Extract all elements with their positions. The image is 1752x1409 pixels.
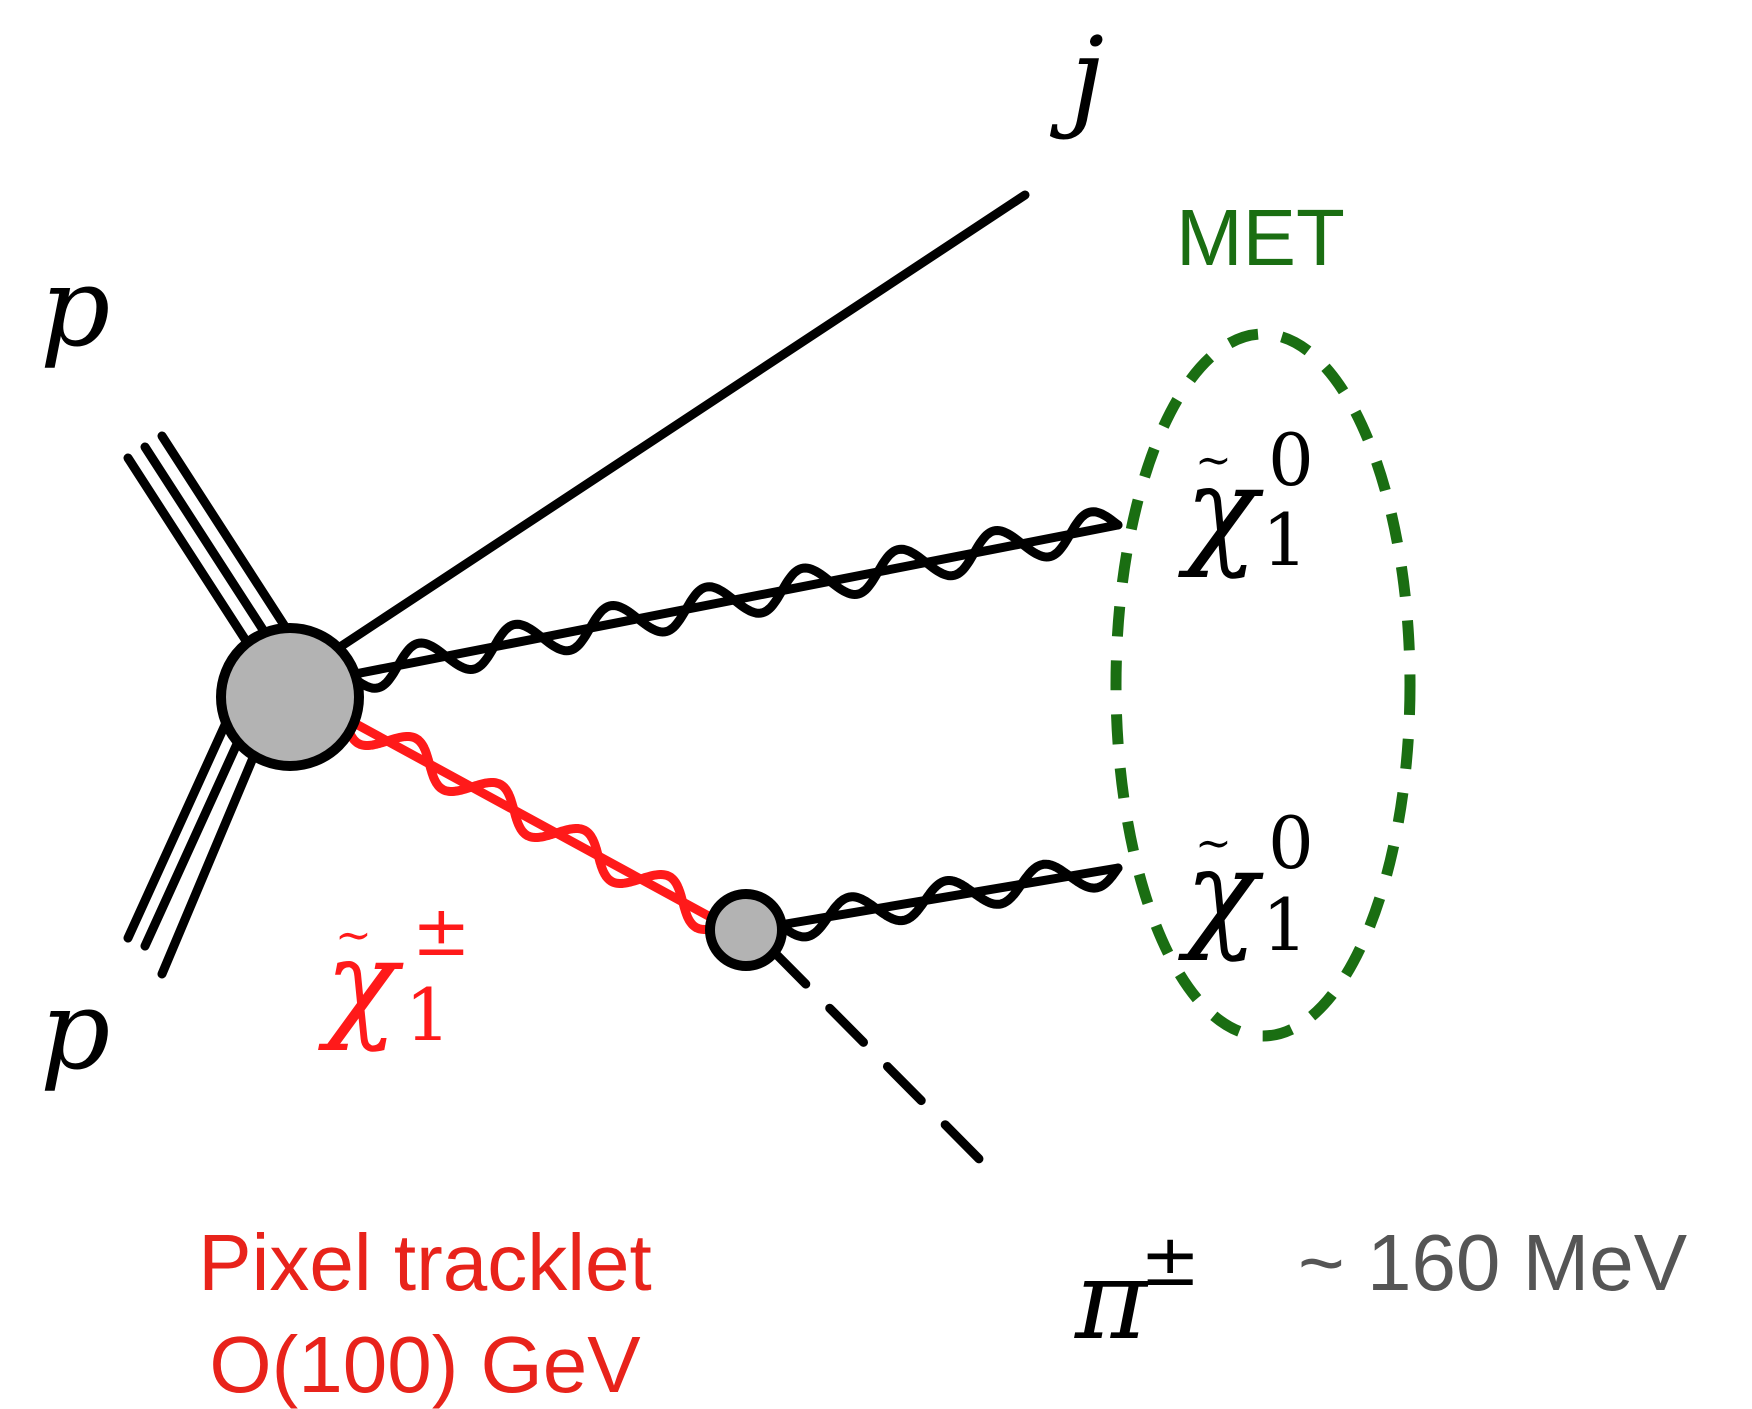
neutralino-label-2: ~ χ 0 1 xyxy=(1178,801,1314,967)
neutralino-label-1: ~ χ 0 1 xyxy=(1178,418,1314,582)
met-label: MET xyxy=(1176,193,1345,282)
svg-text:1: 1 xyxy=(1262,883,1308,967)
decay-vertex xyxy=(710,894,782,966)
chargino-label: ~ χ ± 1 xyxy=(318,890,471,1057)
production-vertex xyxy=(221,628,359,766)
chargino-line xyxy=(345,718,725,930)
proton-top-label: p xyxy=(40,243,110,371)
jet-line xyxy=(290,195,1025,680)
neutralino-line-1 xyxy=(350,512,1118,688)
tracklet-label-line2: O(100) GeV xyxy=(209,1320,641,1409)
pion-label: π ± xyxy=(1074,1218,1200,1364)
svg-text:χ: χ xyxy=(318,915,404,1054)
proton-bottom-label: p xyxy=(40,966,110,1094)
svg-text:0: 0 xyxy=(1268,801,1314,885)
svg-text:1: 1 xyxy=(405,973,451,1057)
tracklet-label-line1: Pixel tracklet xyxy=(198,1218,651,1307)
svg-text:χ: χ xyxy=(1178,442,1264,581)
svg-text:1: 1 xyxy=(1262,498,1308,582)
neutralino-line-2 xyxy=(780,864,1118,937)
pion-energy-label: ~ 160 MeV xyxy=(1298,1218,1688,1307)
svg-text:0: 0 xyxy=(1268,418,1314,502)
svg-text:π: π xyxy=(1074,1236,1149,1364)
svg-text:±: ± xyxy=(1140,1218,1200,1302)
svg-text:χ: χ xyxy=(1178,825,1264,964)
svg-text:±: ± xyxy=(412,890,471,972)
pion-line xyxy=(772,950,995,1175)
jet-label: j xyxy=(1049,13,1104,141)
